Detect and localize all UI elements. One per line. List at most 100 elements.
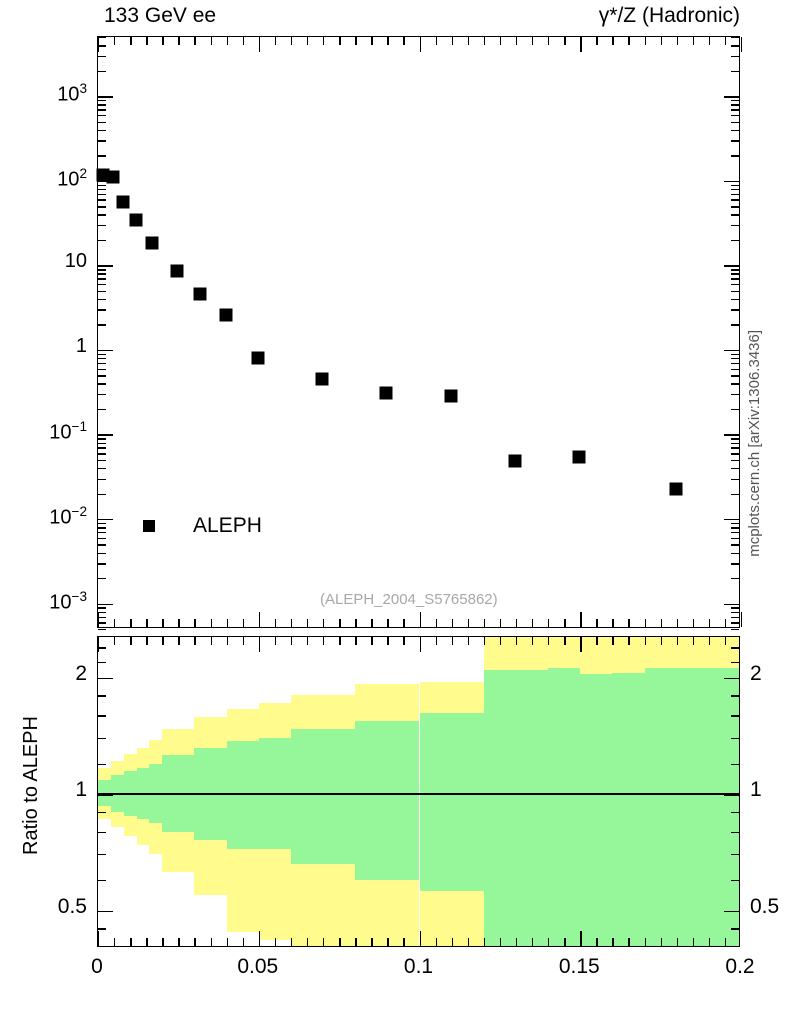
axis-tick: [731, 278, 739, 280]
axis-tick: [98, 794, 113, 796]
axis-tick: [98, 629, 106, 631]
axis-tick: [532, 938, 534, 946]
mcplots-credit: mcplots.cern.ch [arXiv:1306.3436]: [746, 330, 763, 557]
axis-tick: [339, 37, 341, 45]
axis-tick: [162, 637, 164, 645]
axis-tick: [355, 37, 357, 45]
axis-tick: [226, 37, 228, 45]
axis-tick: [548, 938, 550, 946]
axis-tick: [731, 537, 739, 540]
axis-tick: [564, 37, 566, 45]
axis-tick: [731, 629, 739, 631]
axis-tick: [323, 619, 325, 627]
axis-tick: [580, 37, 582, 52]
axis-tick: [731, 715, 739, 717]
axis-tick: [612, 938, 614, 946]
axis-tick: [98, 193, 106, 196]
axis-tick: [98, 527, 106, 529]
axis-tick: [146, 619, 148, 627]
axis-tick: [98, 55, 106, 58]
axis-tick: [98, 109, 106, 111]
axis-tick: [731, 616, 739, 619]
x-tick-label: 0.15: [558, 955, 600, 978]
axis-tick: [114, 938, 116, 946]
ratio-band-inner: [580, 673, 613, 946]
axis-tick: [290, 637, 293, 645]
axis-tick: [419, 931, 421, 946]
axis-tick: [98, 544, 106, 546]
axis-tick: [371, 938, 373, 946]
data-point-marker: [572, 450, 586, 464]
axis-tick: [731, 854, 739, 856]
axis-tick: [731, 109, 739, 111]
axis-tick: [226, 619, 228, 627]
axis-tick: [98, 224, 106, 227]
axis-tick: [323, 37, 325, 45]
axis-tick: [98, 188, 106, 191]
axis-tick: [98, 284, 106, 286]
ratio-plot-frame: [97, 636, 740, 947]
data-point-marker: [129, 213, 143, 227]
axis-tick: [98, 349, 113, 352]
data-point-marker: [106, 170, 120, 184]
axis-tick: [467, 938, 470, 946]
axis-tick: [515, 637, 518, 645]
axis-tick: [114, 37, 116, 45]
axis-tick: [306, 619, 309, 627]
analysis-id-watermark: (ALEPH_2004_S5765862): [320, 591, 498, 608]
axis-tick: [499, 938, 502, 946]
ratio-band-inner: [98, 779, 111, 807]
axis-tick: [628, 37, 630, 45]
axis-tick: [451, 619, 454, 627]
axis-tick: [98, 811, 106, 814]
axis-tick: [98, 184, 106, 186]
axis-tick: [194, 619, 196, 627]
axis-tick: [114, 619, 116, 627]
axis-tick: [162, 938, 164, 946]
axis-tick: [371, 37, 373, 45]
axis-tick: [435, 37, 437, 45]
axis-tick: [98, 383, 106, 385]
ratio-band-inner: [548, 668, 581, 946]
axis-tick: [274, 619, 277, 627]
axis-tick: [98, 637, 100, 652]
axis-tick: [731, 408, 739, 411]
axis-tick: [210, 637, 212, 645]
axis-tick: [130, 637, 132, 645]
axis-tick: [660, 938, 663, 946]
ratio-band-inner: [355, 720, 388, 880]
axis-tick: [564, 619, 566, 627]
data-point-marker: [193, 287, 207, 301]
axis-tick: [98, 206, 106, 208]
data-point-marker: [219, 308, 233, 322]
axis-tick: [98, 931, 100, 946]
axis-tick: [731, 811, 739, 814]
axis-tick: [548, 37, 550, 45]
axis-tick: [403, 619, 405, 627]
axis-tick: [387, 637, 389, 645]
axis-tick: [731, 193, 739, 196]
axis-tick: [98, 37, 100, 52]
axis-tick: [724, 518, 739, 521]
axis-tick: [258, 931, 261, 946]
axis-tick: [435, 637, 437, 645]
ratio-band-inner: [290, 729, 324, 864]
axis-tick: [731, 578, 739, 580]
axis-tick: [467, 37, 470, 45]
axis-tick: [612, 637, 614, 645]
axis-tick: [323, 938, 325, 946]
axis-tick: [98, 831, 106, 834]
x-tick-label: 0.2: [725, 955, 755, 978]
axis-tick: [98, 552, 106, 554]
axis-tick: [724, 265, 739, 267]
legend-marker-aleph: [143, 520, 155, 532]
axis-tick: [403, 938, 405, 946]
axis-tick: [724, 434, 739, 436]
axis-tick: [98, 453, 106, 455]
axis-tick: [435, 619, 437, 627]
axis-tick: [676, 637, 679, 645]
axis-tick: [724, 96, 739, 98]
axis-tick: [741, 612, 743, 627]
axis-tick: [323, 637, 325, 645]
axis-tick: [731, 763, 739, 765]
